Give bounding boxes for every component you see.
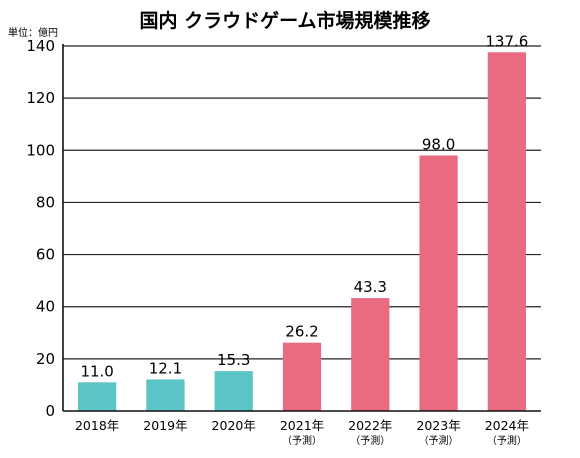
bar-2023年: [419, 155, 458, 411]
value-label: 137.6: [485, 32, 528, 50]
value-label: 15.3: [217, 351, 250, 369]
x-tick-sublabel: （予測）: [419, 434, 459, 447]
y-tick-label: 20: [36, 350, 55, 368]
bar-2020年: [214, 371, 253, 411]
x-tick-label: 2019年: [143, 418, 187, 433]
x-tick-sublabel: （予測）: [350, 434, 390, 447]
x-tick-sublabel: （予測）: [487, 434, 527, 447]
y-tick-label: 120: [26, 89, 55, 107]
bar-2018年: [78, 382, 117, 411]
bar-2022年: [351, 298, 390, 411]
gridlines: [63, 45, 541, 360]
y-tick-label: 80: [36, 193, 55, 211]
y-axis-ticks: 0 20 40 60 80 100 120 140: [26, 37, 55, 420]
x-tick-label: 2021年: [280, 418, 324, 433]
y-tick-label: 100: [26, 141, 55, 159]
bar-2024年: [487, 52, 526, 411]
bars: [78, 52, 526, 411]
value-label: 26.2: [285, 323, 318, 341]
unit-label: 単位：億円: [8, 26, 58, 39]
value-label: 98.0: [422, 136, 455, 154]
x-tick-label: 2023年: [416, 418, 460, 433]
value-labels: 11.0 12.1 15.3 26.2 43.3 98.0 137.6: [80, 32, 528, 380]
x-tick-label: 2020年: [212, 418, 256, 433]
value-label: 12.1: [149, 359, 182, 377]
y-tick-label: 0: [45, 402, 55, 420]
bar-2021年: [282, 342, 322, 411]
bar-2019年: [146, 379, 185, 411]
y-tick-label: 40: [36, 298, 55, 316]
x-tick-label: 2024年: [485, 418, 529, 433]
x-tick-label: 2018年: [75, 418, 119, 433]
chart-title: 国内 クラウドゲーム市場規模推移: [139, 9, 430, 32]
y-tick-label: 140: [26, 37, 55, 55]
y-tick-label: 60: [36, 246, 55, 264]
x-tick-label: 2022年: [348, 418, 392, 433]
value-label: 11.0: [80, 362, 113, 380]
x-axis-ticks: 2018年 2019年 2020年 2021年（予測）2022年（予測）2023年（予…: [75, 418, 529, 447]
value-label: 43.3: [354, 278, 387, 296]
x-tick-sublabel: （予測）: [282, 434, 322, 447]
